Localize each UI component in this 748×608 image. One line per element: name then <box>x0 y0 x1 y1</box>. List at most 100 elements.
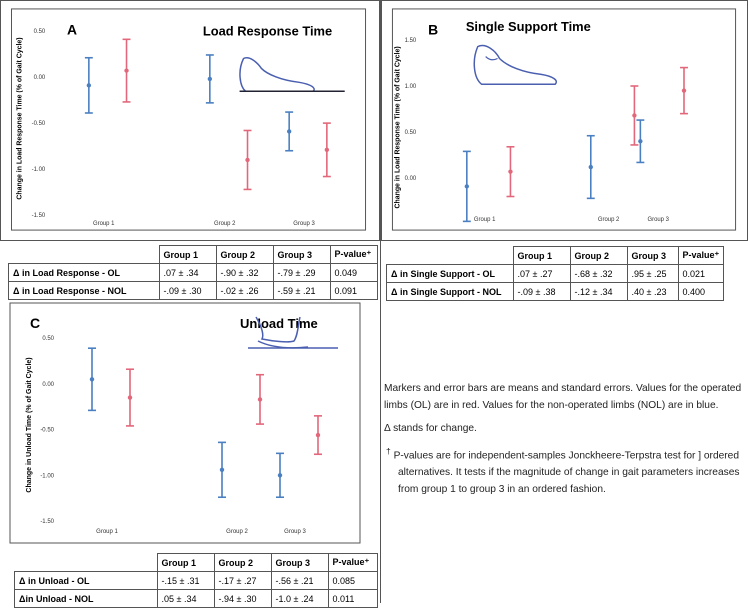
table-header: P-value⁺ <box>329 245 378 264</box>
table-cell: -.17 ± .27 <box>213 571 272 590</box>
y-tick-label: 0.50 <box>405 130 417 136</box>
nol-mean-point <box>86 83 92 88</box>
row-label: Δ in Unload - OL <box>14 571 158 590</box>
y-tick-label: 1.00 <box>405 84 417 90</box>
y-tick-label: 1.50 <box>405 38 417 44</box>
nol-mean-point <box>286 129 292 134</box>
table-cell: -.90 ± .32 <box>215 263 274 282</box>
table-cell: .95 ± .25 <box>626 264 679 283</box>
chart-a-frame <box>10 8 367 231</box>
table-header: Group 2 <box>569 246 628 265</box>
note-delta: Δ stands for change. <box>384 423 477 434</box>
note-pvalues-text: P-values are for independent-samples Jon… <box>393 450 740 496</box>
row-label: Δ in Load Response - NOL <box>8 281 160 300</box>
x-tick-label: Group 1 <box>96 529 118 535</box>
chart-c-letter: C <box>30 315 40 331</box>
table-header: Group 3 <box>626 246 679 265</box>
y-tick-label: 0.00 <box>405 176 417 182</box>
x-tick-label: Group 2 <box>598 217 619 223</box>
stats-table-c: Group 1 Group 2 Group 3 P-value⁺ Δ in Un… <box>14 553 378 608</box>
table-header: Group 1 <box>158 245 217 264</box>
row-label: Δ in Load Response - OL <box>8 263 160 282</box>
notes-block: Markers and error bars are means and sta… <box>384 380 748 504</box>
y-tick-label: 0.00 <box>42 382 54 388</box>
table-cell: 0.021 <box>677 264 725 283</box>
chart-panel-b: B Single Support Time 0.00 0.50 1.00 1.50 G… <box>381 0 748 241</box>
row-label: Δin Unload - NOL <box>14 589 158 608</box>
foot-illustration-icon <box>248 316 338 349</box>
chart-a-letter: A <box>67 22 77 38</box>
note-markers: Markers and error bars are means and sta… <box>384 383 742 411</box>
table-cell: .07 ± .27 <box>512 264 571 283</box>
table-cell: -.79 ± .29 <box>272 263 331 282</box>
chart-a-ylabel: Change in Load Response Time (% of Gait … <box>16 37 23 199</box>
x-tick-label: Group 1 <box>93 221 115 227</box>
chart-a-title: Load Response Time <box>203 24 332 39</box>
table-header: Group 1 <box>512 246 571 265</box>
foot-illustration-icon <box>473 44 557 86</box>
table-corner <box>8 245 160 264</box>
ol-mean-point <box>315 432 321 438</box>
y-tick-label: 0.50 <box>42 336 54 342</box>
y-tick-label: -1.50 <box>40 519 54 525</box>
row-label: Δ in Single Support - OL <box>386 264 514 283</box>
table-cell: 0.091 <box>329 281 378 300</box>
ol-mean-point <box>124 68 129 73</box>
x-tick-label: Group 2 <box>214 221 235 227</box>
table-corner <box>14 553 158 572</box>
x-tick-label: Group 2 <box>226 529 248 535</box>
table-cell: 0.011 <box>327 589 378 608</box>
table-cell: .40 ± .23 <box>626 282 679 301</box>
y-tick-label: -1.00 <box>32 167 46 173</box>
vertical-separator <box>380 0 381 603</box>
x-tick-label: Group 3 <box>647 217 669 223</box>
table-corner <box>386 246 514 265</box>
note-pvalues: † P-values are for independent-samples J… <box>384 443 748 498</box>
table-header: Group 1 <box>156 553 215 572</box>
nol-mean-point <box>588 164 593 170</box>
row-label: Δ in Single Support - NOL <box>386 282 514 301</box>
nol-mean-point <box>638 139 643 144</box>
chart-panel-c: C Unload Time -1.50 -1.00 -0.50 0.00 0.50 Gr… <box>9 302 361 544</box>
chart-c-title: Unload Time <box>240 316 318 331</box>
table-header: Group 3 <box>270 553 329 572</box>
dagger-mark: † <box>386 446 391 456</box>
ol-mean-point <box>324 147 330 153</box>
chart-b-title: Single Support Time <box>466 19 591 34</box>
table-cell: 0.085 <box>327 571 378 590</box>
table-header: P-value⁺ <box>327 553 378 572</box>
ol-mean-point <box>127 395 133 400</box>
table-cell: -.09 ± .38 <box>512 282 571 301</box>
table-cell: .07 ± .34 <box>158 263 217 282</box>
y-tick-label: -1.00 <box>40 473 54 479</box>
ol-mean-point <box>245 157 250 163</box>
y-tick-label: 0.50 <box>34 29 46 35</box>
nol-mean-point <box>277 473 283 478</box>
table-cell: -.09 ± .30 <box>158 281 217 300</box>
x-tick-label: Group 1 <box>474 217 496 223</box>
nol-mean-point <box>89 377 95 382</box>
table-cell: -.68 ± .32 <box>569 264 628 283</box>
table-cell: -.02 ± .26 <box>215 281 274 300</box>
chart-c-ylabel: Change in Unload Time (% of Gait Cycle) <box>26 357 33 492</box>
table-cell: -.15 ± .31 <box>156 571 215 590</box>
chart-panel-a: A Load Response Time -1.50 -1.00 -0.50 0.00… <box>0 0 380 241</box>
chart-b-ylabel: Change in Load Response Time (% of Gait … <box>394 46 401 208</box>
table-cell: -.12 ± .34 <box>569 282 628 301</box>
table-cell: .05 ± .34 <box>156 589 215 608</box>
x-tick-label: Group 3 <box>284 529 306 535</box>
chart-c-frame <box>9 302 361 544</box>
table-cell: -.56 ± .21 <box>270 571 329 590</box>
foot-illustration-icon <box>239 57 345 92</box>
table-header: Group 2 <box>213 553 272 572</box>
chart-b-letter: B <box>428 22 438 38</box>
table-cell: -.94 ± .30 <box>213 589 272 608</box>
ol-mean-point <box>257 397 263 402</box>
table-cell: -.59 ± .21 <box>272 281 331 300</box>
stats-table-b: Group 1 Group 2 Group 3 P-value⁺ Δ in Si… <box>386 246 725 301</box>
ol-mean-point <box>681 88 687 93</box>
table-header: Group 2 <box>215 245 274 264</box>
nol-mean-point <box>207 76 213 82</box>
ol-mean-point <box>632 113 637 118</box>
y-tick-label: -0.50 <box>32 121 46 127</box>
